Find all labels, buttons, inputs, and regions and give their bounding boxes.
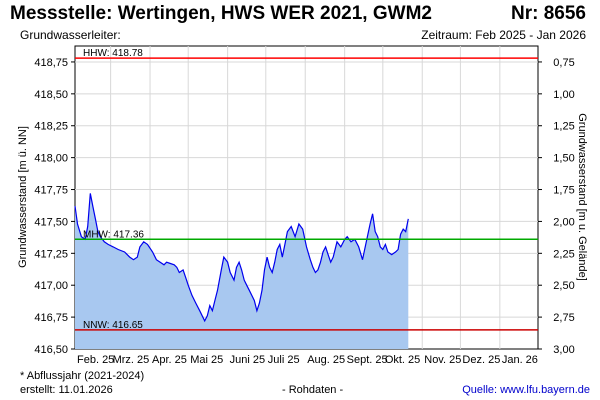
- y-tick-label-right: 2,50: [553, 280, 574, 292]
- y-tick-label-right: 2,25: [553, 248, 574, 260]
- y-tick-label-right: 1,00: [553, 89, 574, 101]
- series-line: [74, 193, 409, 323]
- y-tick-label-left: 417,25: [34, 248, 68, 260]
- axes: 418,75 418,50 418,25 418,00 417,75 417,50 417,…: [34, 57, 574, 366]
- y-tick-label-right: 2,00: [553, 216, 574, 228]
- x-tick-label: Jan. 26: [502, 354, 538, 366]
- y-axis-label-right: Grundwasserstand [m u. Gelände]: [576, 113, 588, 281]
- y-tick-label-right: 0,75: [553, 57, 574, 69]
- y-tick-label-left: 416,50: [34, 344, 68, 356]
- source-link[interactable]: Quelle: www.lfu.bayern.de: [462, 384, 590, 396]
- page-title: Messstelle: Wertingen, HWS WER 2021, GWM…: [10, 3, 432, 24]
- footnote: * Abflussjahr (2021-2024): [20, 370, 145, 382]
- reference-line-label: NNW: 416.65: [83, 320, 143, 331]
- y-tick-label-left: 418,75: [34, 57, 68, 69]
- raw-data-note: - Rohdaten -: [282, 384, 344, 396]
- reference-lines: HHW: 418.78 MHW: 417.36 NNW: 416.65: [75, 48, 538, 331]
- reference-line-label: HHW: 418.78: [83, 48, 143, 59]
- station-number: Nr: 8656: [511, 3, 586, 24]
- y-axis-label-left: Grundwasserstand [m ü. NN]: [17, 126, 29, 268]
- y-tick-label-right: 2,75: [553, 312, 574, 324]
- y-tick-label-left: 418,50: [34, 89, 68, 101]
- y-tick-label-left: 416,75: [34, 312, 68, 324]
- y-tick-label-left: 418,00: [34, 153, 68, 165]
- water-level-area: [74, 193, 409, 349]
- y-tick-label-left: 417,00: [34, 280, 68, 292]
- x-tick-label: Apr. 25: [152, 354, 187, 366]
- period-label: Zeitraum: Feb 2025 - Jan 2026: [421, 28, 586, 42]
- x-tick-label: Aug. 25: [307, 354, 345, 366]
- x-tick-label: Dez. 25: [462, 354, 500, 366]
- y-tick-label-right: 1,50: [553, 153, 574, 165]
- created-date: erstellt: 11.01.2026: [20, 384, 113, 396]
- y-tick-label-left: 417,75: [34, 185, 68, 197]
- reference-line-label: MHW: 417.36: [83, 229, 144, 240]
- x-tick-label: Sept. 25: [347, 354, 388, 366]
- y-tick-label-right: 1,75: [553, 185, 574, 197]
- x-tick-label: Mai 25: [190, 354, 223, 366]
- x-tick-label: Nov. 25: [424, 354, 461, 366]
- x-tick-label: Feb. 25: [77, 354, 114, 366]
- y-tick-label-left: 417,50: [34, 216, 68, 228]
- y-tick-label-right: 3,00: [553, 344, 574, 356]
- y-tick-label-left: 418,25: [34, 121, 68, 133]
- x-tick-label: Juli 25: [268, 354, 300, 366]
- aquifer-label: Grundwasserleiter:: [20, 28, 121, 42]
- y-tick-label-right: 1,25: [553, 121, 574, 133]
- x-tick-label: Mrz. 25: [113, 354, 150, 366]
- x-tick-label: Okt. 25: [385, 354, 420, 366]
- x-tick-label: Juni 25: [230, 354, 265, 366]
